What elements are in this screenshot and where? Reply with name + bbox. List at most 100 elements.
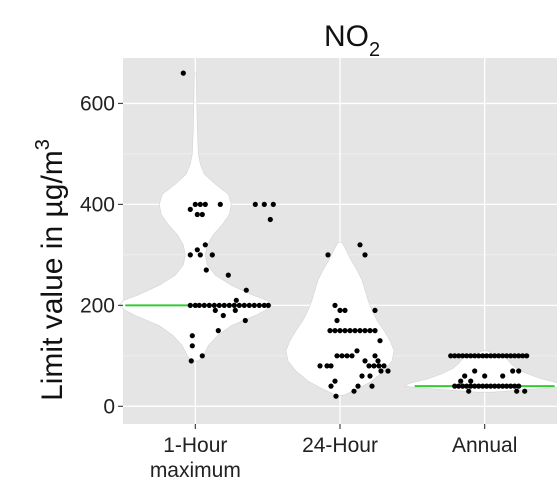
data-point	[468, 353, 474, 359]
data-point	[462, 373, 468, 379]
data-point	[448, 353, 454, 359]
data-point	[357, 328, 363, 334]
data-point	[357, 242, 363, 248]
data-point	[199, 353, 205, 359]
data-point	[328, 363, 334, 369]
data-point	[369, 383, 375, 389]
data-point	[209, 252, 215, 258]
data-point	[372, 307, 378, 313]
data-point	[337, 307, 343, 313]
data-point	[180, 70, 186, 76]
data-point	[194, 211, 200, 218]
data-point	[344, 353, 350, 359]
y-tick-label: 400	[80, 193, 115, 216]
x-tick-label: Annual	[452, 434, 517, 457]
data-point	[480, 383, 486, 389]
data-point	[367, 328, 373, 334]
data-point	[372, 353, 378, 359]
data-point	[231, 302, 237, 308]
data-point	[339, 353, 345, 359]
data-point	[211, 302, 217, 308]
y-axis: 0 200 400 600	[80, 92, 123, 418]
data-point	[452, 353, 458, 359]
data-point	[476, 353, 482, 359]
data-point	[241, 302, 247, 308]
data-point	[464, 383, 470, 389]
data-point	[372, 328, 378, 334]
data-point	[468, 383, 474, 389]
data-point	[354, 348, 360, 354]
data-point	[362, 328, 368, 334]
data-point	[500, 383, 506, 389]
data-point	[460, 383, 466, 389]
data-point	[225, 272, 231, 278]
data-point	[349, 353, 355, 359]
data-point	[371, 363, 377, 369]
data-point	[516, 353, 522, 359]
data-point	[270, 201, 276, 207]
data-point	[327, 328, 333, 334]
data-point	[460, 353, 466, 359]
data-point	[206, 302, 212, 308]
data-point	[496, 383, 502, 389]
data-point	[351, 388, 357, 394]
data-point	[516, 368, 522, 374]
data-point	[226, 302, 232, 308]
data-point	[199, 211, 205, 218]
data-point	[332, 378, 338, 384]
data-point	[187, 302, 193, 308]
data-point	[464, 353, 470, 359]
data-point	[196, 302, 202, 308]
x-tick-label: 24-Hour	[302, 434, 378, 457]
violin-shape	[285, 242, 395, 396]
data-point	[197, 252, 203, 258]
data-point	[482, 373, 488, 379]
data-point	[472, 368, 478, 374]
data-point	[362, 358, 368, 364]
data-point	[355, 383, 361, 389]
data-point	[484, 383, 490, 389]
data-point	[203, 267, 209, 273]
y-axis-label-superscript: 3	[32, 139, 54, 150]
data-point	[242, 317, 248, 324]
data-point	[243, 287, 249, 293]
data-point	[192, 201, 198, 207]
data-point	[347, 328, 353, 334]
data-point	[352, 328, 358, 334]
data-point	[334, 353, 340, 359]
data-point	[385, 368, 391, 374]
data-point	[367, 373, 373, 379]
chart-title: NO2	[324, 20, 380, 61]
x-tick-label: 1-Hour	[163, 434, 227, 457]
data-point	[201, 302, 207, 308]
data-point	[510, 368, 516, 374]
data-point	[492, 383, 498, 389]
data-point	[332, 302, 338, 308]
y-axis-label: Limit value in µg/m3	[32, 139, 69, 401]
data-point	[378, 368, 384, 374]
data-point	[261, 201, 267, 207]
data-point	[484, 353, 490, 359]
chart-title-main: NO	[324, 20, 369, 53]
data-point	[324, 363, 330, 369]
data-point	[265, 302, 271, 308]
data-point	[456, 353, 462, 359]
data-point	[328, 383, 334, 389]
data-point	[189, 333, 195, 339]
violin-shape	[403, 350, 557, 393]
violin-shape	[118, 72, 272, 362]
data-point	[251, 302, 257, 308]
data-point	[504, 383, 510, 389]
data-point	[516, 383, 522, 389]
data-point	[221, 302, 227, 308]
data-point	[520, 353, 526, 359]
data-point	[504, 353, 510, 359]
data-point	[252, 201, 258, 207]
data-point	[342, 307, 348, 313]
data-point	[472, 353, 478, 359]
data-point	[202, 201, 208, 207]
data-point	[366, 363, 372, 369]
data-point	[488, 353, 494, 359]
data-point	[508, 383, 514, 389]
